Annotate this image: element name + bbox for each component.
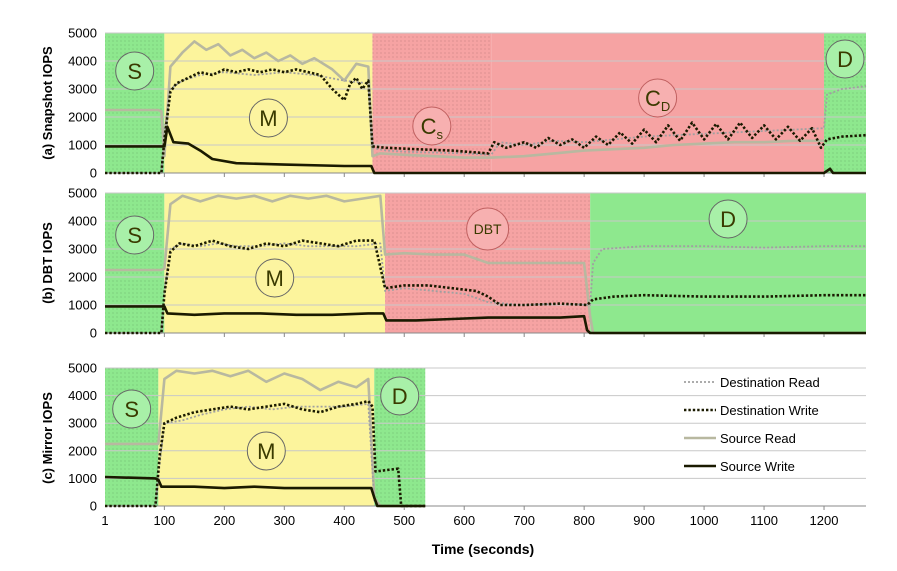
- panel-dbt: 0 1000 2000 3000 4000 5000 S M DBT D: [68, 186, 866, 341]
- phase-label-d: D: [720, 207, 736, 232]
- series-line-source-read: [105, 369, 426, 508]
- phase-label-circle-cs: [412, 106, 452, 146]
- y-tick-label: 5000: [68, 26, 97, 41]
- phase-label-circle-m: [246, 431, 286, 471]
- y-tick-label: 4000: [68, 54, 97, 69]
- y-tick-label: 0: [90, 499, 97, 514]
- y-tick-label: 2000: [68, 110, 97, 125]
- series-line-dest-write: [105, 239, 866, 335]
- legend-label-destination-write: Destination Write: [720, 403, 819, 418]
- phase-label-circle-d: [380, 376, 420, 416]
- phase-label-s: S: [127, 59, 142, 84]
- y-tick-label: 3000: [68, 242, 97, 257]
- phase-label-circle-s: [112, 389, 152, 429]
- series-line-source-read: [105, 194, 866, 335]
- phase-band-texture-cs: [372, 33, 492, 173]
- phase-label-circle-m: [255, 258, 295, 298]
- y-tick-label: 2000: [68, 270, 97, 285]
- y-axis-label-mirror: (c) Mirror IOPS: [40, 392, 55, 484]
- phase-label-m: M: [257, 439, 275, 464]
- series-line-dest-write: [105, 399, 426, 508]
- y-tick-label: 0: [90, 166, 97, 181]
- series-line-source-read: [105, 40, 824, 159]
- phase-label-circle-m: [248, 98, 288, 138]
- x-tick-label: 400: [333, 513, 355, 528]
- series-line-dest-read: [105, 403, 426, 507]
- y-tick-label: 4000: [68, 388, 97, 403]
- x-tick-label: 1: [101, 513, 108, 528]
- phase-label-subscript: D: [661, 99, 670, 114]
- series-line-dest-write: [105, 68, 867, 175]
- phase-label-circle-dbt: [466, 207, 510, 251]
- x-axis-label: Time (seconds): [432, 541, 534, 557]
- y-tick-label: 1000: [68, 298, 97, 313]
- phase-label-dbt: DBT: [474, 221, 502, 237]
- x-tick-label: 800: [573, 513, 595, 528]
- x-tick-label: 100: [154, 513, 176, 528]
- phase-label-circle-s: [115, 215, 155, 255]
- legend-label-source-read: Source Read: [720, 431, 796, 446]
- y-tick-label: 2000: [68, 443, 97, 458]
- y-tick-label: 5000: [68, 361, 97, 376]
- phase-label-circle-s: [115, 51, 155, 91]
- x-tick-label: 600: [453, 513, 475, 528]
- phase-label-s: S: [124, 397, 139, 422]
- series-line-dest-read: [105, 71, 867, 174]
- legend-label-destination-read: Destination Read: [720, 375, 820, 390]
- phase-label-d: D: [837, 47, 853, 72]
- phase-label-d: D: [392, 384, 408, 409]
- x-tick-label: 1200: [810, 513, 839, 528]
- phase-label-m: M: [259, 106, 277, 131]
- legend-label-source-write: Source Write: [720, 459, 795, 474]
- y-tick-label: 3000: [68, 416, 97, 431]
- x-tick-label: 1100: [750, 513, 778, 528]
- y-tick-label: 5000: [68, 186, 97, 201]
- series-line-source-write: [105, 125, 866, 175]
- legend: Destination Read Destination Write Sourc…: [684, 375, 820, 474]
- phase-label-subscript: s: [437, 127, 444, 142]
- y-axis-label-snapshot: (a) Snapshot IOPS: [40, 46, 55, 160]
- x-tick-label: 900: [633, 513, 655, 528]
- series-line-source-write: [104, 475, 426, 508]
- phase-band-texture-s: [105, 193, 165, 333]
- y-tick-label: 1000: [68, 471, 97, 486]
- y-tick-label: 0: [90, 326, 97, 341]
- y-tick-label: 4000: [68, 214, 97, 229]
- phase-label-circle-cd: [638, 78, 678, 118]
- series-line-dest-read: [105, 242, 866, 334]
- y-tick-label: 1000: [68, 138, 97, 153]
- phase-label-circle-d: [708, 199, 748, 239]
- x-tick-label: 500: [393, 513, 415, 528]
- x-tick-label: 700: [513, 513, 535, 528]
- phase-band-texture-s: [105, 368, 159, 506]
- y-tick-label: 3000: [68, 82, 97, 97]
- phase-label-circle-d: [825, 39, 865, 79]
- y-axis-label-dbt: (b) DBT IOPS: [40, 222, 55, 304]
- series-line-source-write: [105, 305, 866, 335]
- phase-label-s: S: [127, 223, 142, 248]
- x-tick-label: 300: [273, 513, 295, 528]
- phase-label-m: M: [266, 266, 284, 291]
- x-tick-label: 1000: [690, 513, 719, 528]
- x-tick-label: 200: [213, 513, 235, 528]
